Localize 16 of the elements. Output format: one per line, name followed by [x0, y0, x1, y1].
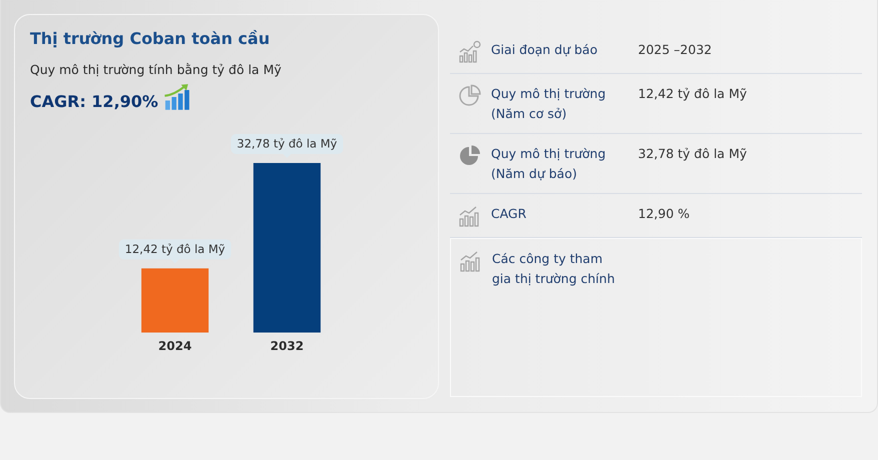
text: Quy mô thị trường (Năm dự báo) [491, 145, 607, 183]
text: 12,90 % [638, 205, 690, 223]
text: 2025 –2032 [638, 41, 712, 59]
text: 12,42 tỷ đô la Mỹ [638, 85, 747, 103]
x-tick-label: 2032 [270, 338, 304, 353]
x-tick-label: 2024 [158, 338, 192, 353]
text: CAGR: 12,90% [30, 92, 158, 111]
data-label: 12,42 tỷ đô la Mỹ [124, 242, 226, 256]
text: CAGR [491, 205, 528, 223]
text: 32,78 tỷ đô la Mỹ [638, 145, 747, 163]
text: Quy mô thị trường (Năm cơ sở) [491, 85, 607, 123]
data-label: 32,78 tỷ đô la Mỹ [236, 136, 338, 150]
chart-subtitle: Quy mô thị trường tính bằng tỷ đô la Mỹ [30, 62, 282, 77]
text: Các công ty tham gia thị trường chính [492, 250, 616, 288]
chart-title: Thị trường Coban toàn cầu [30, 29, 270, 48]
text: Giai đoạn dự báo [491, 41, 598, 59]
